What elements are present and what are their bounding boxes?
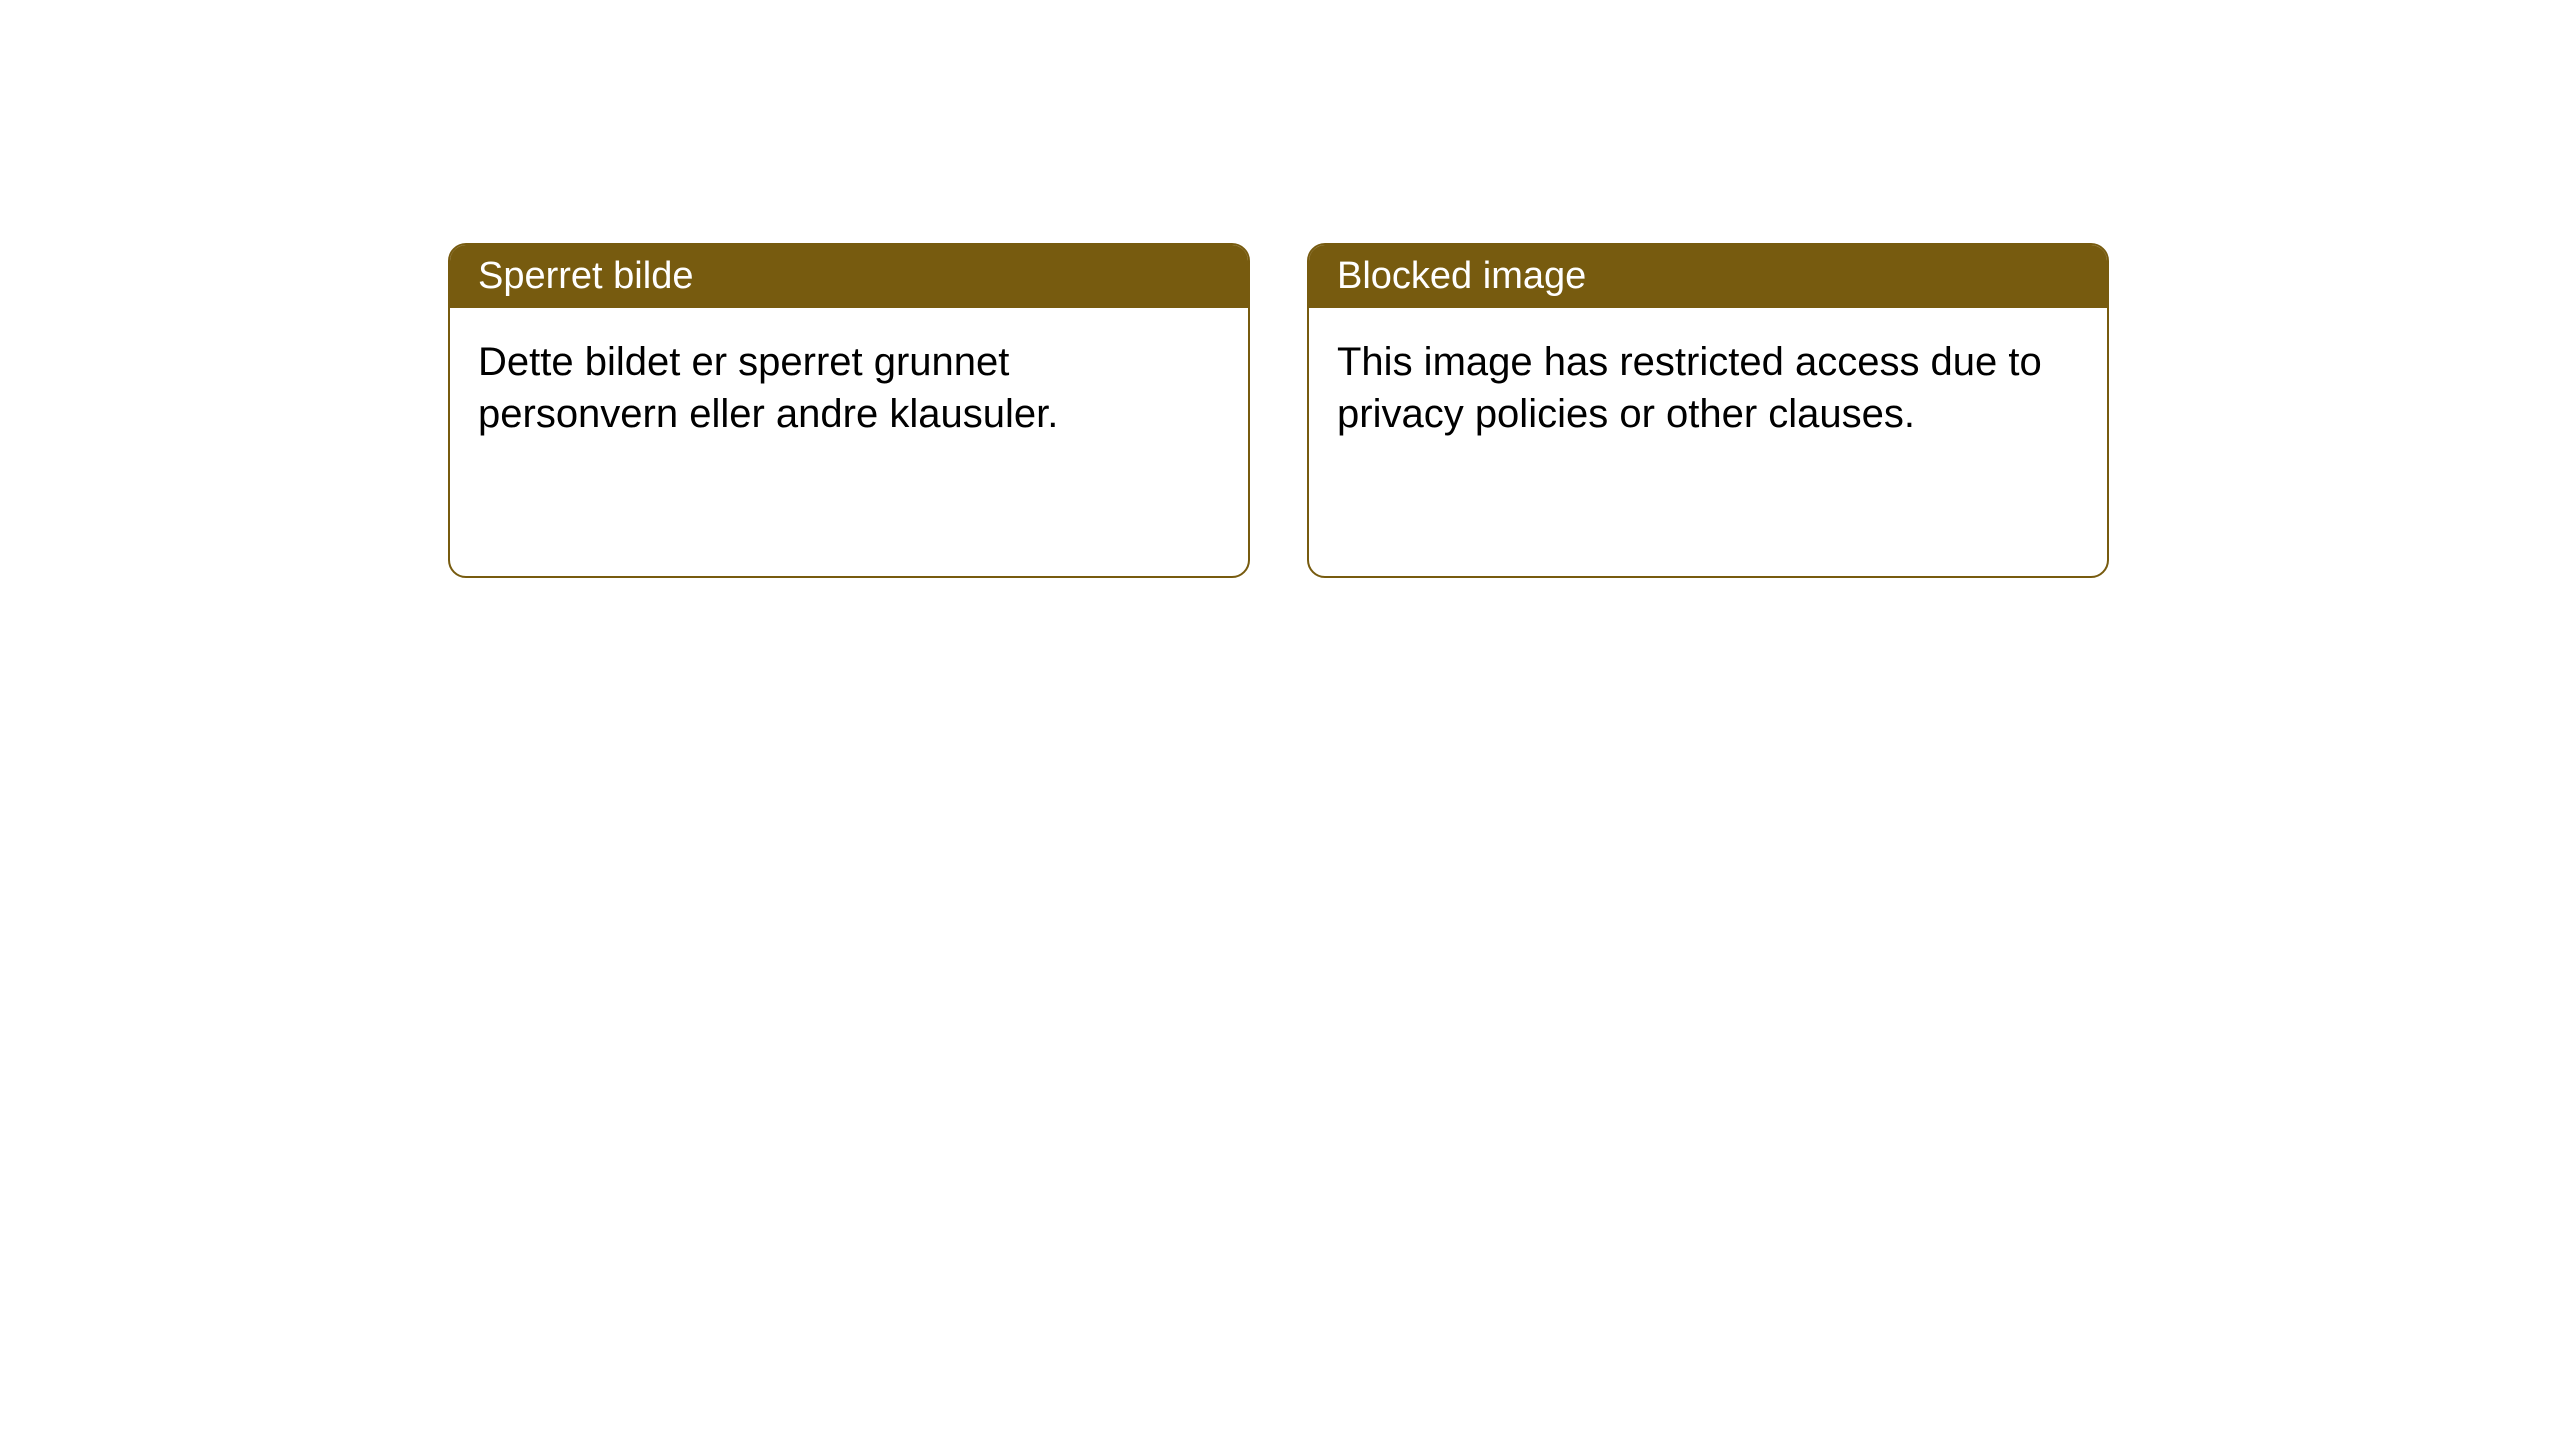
notice-body: Dette bildet er sperret grunnet personve… [450, 308, 1248, 468]
notice-header: Sperret bilde [450, 245, 1248, 308]
notice-header: Blocked image [1309, 245, 2107, 308]
notice-card-norwegian: Sperret bilde Dette bildet er sperret gr… [448, 243, 1250, 578]
notice-card-english: Blocked image This image has restricted … [1307, 243, 2109, 578]
notice-container: Sperret bilde Dette bildet er sperret gr… [0, 0, 2560, 578]
notice-body: This image has restricted access due to … [1309, 308, 2107, 468]
